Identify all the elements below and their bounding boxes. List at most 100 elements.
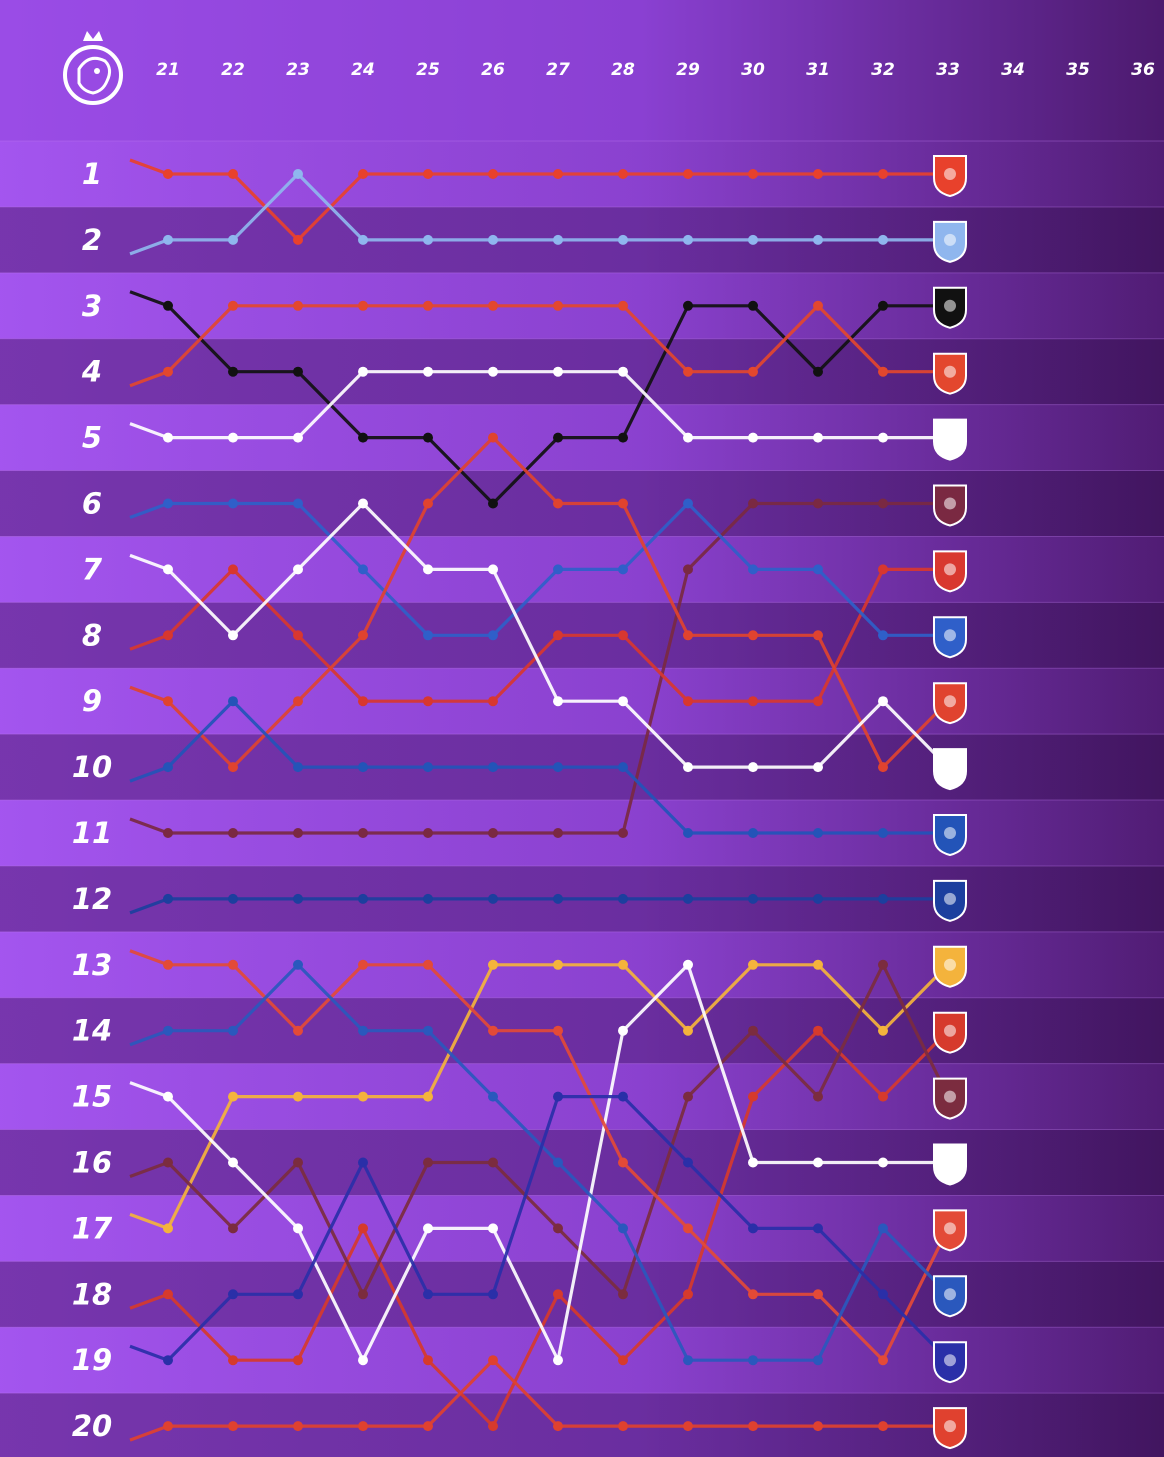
data-point-wolves xyxy=(293,1091,303,1102)
data-point-tottenham xyxy=(358,366,368,377)
data-point-bournemouth xyxy=(618,1355,628,1366)
row-band xyxy=(0,1261,1164,1328)
x-tick-label: 31 xyxy=(806,60,830,80)
fulham-crest-icon xyxy=(933,748,967,791)
liverpool-crest-icon xyxy=(933,550,967,593)
man-city-crest-icon xyxy=(933,220,967,263)
y-tick-label: 3 xyxy=(82,289,102,323)
series-line-everton xyxy=(129,1095,950,1362)
data-point-chelsea xyxy=(553,762,563,773)
data-point-liverpool xyxy=(553,630,563,641)
data-point-leeds xyxy=(228,1157,238,1168)
data-point-man-city xyxy=(358,234,368,245)
data-point-brentford xyxy=(293,696,303,707)
data-point-chelsea xyxy=(293,762,303,773)
aston-villa-crest-icon xyxy=(933,484,967,527)
data-point-bournemouth xyxy=(683,1289,693,1300)
data-point-bournemouth xyxy=(358,1223,368,1234)
y-tick-label: 16 xyxy=(72,1146,112,1180)
data-point-everton xyxy=(813,1223,823,1234)
data-point-tottenham xyxy=(423,366,433,377)
data-point-leicester xyxy=(683,1355,693,1366)
data-point-liverpool xyxy=(748,696,758,707)
data-point-man-city xyxy=(293,169,303,179)
data-point-liverpool xyxy=(683,696,693,707)
data-point-nottingham-forest xyxy=(813,1289,823,1300)
data-point-brighton xyxy=(488,630,498,641)
arsenal-crest-icon xyxy=(933,155,967,198)
data-point-southampton xyxy=(358,1421,368,1432)
data-point-southampton xyxy=(813,1421,823,1432)
x-tick-label: 34 xyxy=(1001,60,1025,80)
data-point-southampton xyxy=(618,1421,628,1432)
row-band xyxy=(0,1129,1164,1196)
data-point-leeds xyxy=(488,1223,498,1234)
data-point-man-city xyxy=(813,234,823,245)
data-point-fulham xyxy=(748,762,758,773)
y-tick-label: 5 xyxy=(82,421,102,455)
data-point-nottingham-forest xyxy=(293,1025,303,1036)
x-tick-label: 28 xyxy=(611,60,635,80)
data-point-wolves xyxy=(423,1091,433,1102)
data-point-brentford xyxy=(488,432,498,443)
newcastle-crest-icon xyxy=(933,286,967,329)
gridlines xyxy=(0,140,1164,1394)
data-point-newcastle xyxy=(488,498,498,509)
data-point-crystal-palace xyxy=(293,893,303,904)
data-point-newcastle xyxy=(293,366,303,377)
data-point-arsenal xyxy=(488,169,498,179)
data-point-wolves xyxy=(358,1091,368,1102)
data-point-bournemouth xyxy=(163,1289,173,1300)
data-point-tottenham xyxy=(553,366,563,377)
data-point-aston-villa xyxy=(683,564,693,575)
data-point-everton xyxy=(293,1289,303,1300)
data-point-nottingham-forest xyxy=(488,1025,498,1036)
data-point-wolves xyxy=(618,959,628,970)
data-point-newcastle xyxy=(618,432,628,443)
data-point-brighton xyxy=(423,630,433,641)
data-point-leeds xyxy=(163,1091,173,1102)
y-tick-label: 8 xyxy=(82,618,102,652)
data-point-bournemouth xyxy=(228,1355,238,1366)
data-point-newcastle xyxy=(748,300,758,311)
data-point-everton xyxy=(553,1091,563,1102)
data-point-southampton xyxy=(683,1421,693,1432)
data-point-leeds xyxy=(423,1223,433,1234)
data-point-tottenham xyxy=(748,432,758,443)
data-point-nottingham-forest xyxy=(618,1157,628,1168)
data-point-brighton xyxy=(683,498,693,509)
data-point-southampton xyxy=(423,1421,433,1432)
data-point-tottenham xyxy=(618,366,628,377)
data-point-west-ham xyxy=(358,1289,368,1300)
data-point-bournemouth xyxy=(293,1355,303,1366)
data-point-chelsea xyxy=(163,762,173,773)
data-point-brentford xyxy=(163,696,173,707)
data-point-arsenal xyxy=(813,169,823,179)
data-point-everton xyxy=(618,1091,628,1102)
data-point-leicester xyxy=(358,1025,368,1036)
data-point-crystal-palace xyxy=(553,893,563,904)
data-point-arsenal xyxy=(748,169,758,179)
data-point-nottingham-forest xyxy=(163,959,173,970)
premier-league-lion-icon xyxy=(63,31,123,105)
data-point-southampton xyxy=(878,1421,888,1432)
x-tick-label: 30 xyxy=(741,60,765,80)
data-point-wolves xyxy=(878,1025,888,1036)
x-tick-label: 24 xyxy=(351,60,375,80)
data-point-arsenal xyxy=(553,169,563,179)
data-point-newcastle xyxy=(813,366,823,377)
series-line-tottenham xyxy=(129,370,948,440)
data-point-west-ham xyxy=(228,1223,238,1234)
y-tick-label: 15 xyxy=(72,1080,112,1114)
data-point-crystal-palace xyxy=(813,893,823,904)
data-point-west-ham xyxy=(293,1157,303,1168)
data-point-everton xyxy=(228,1289,238,1300)
data-point-fulham xyxy=(618,696,628,707)
data-point-newcastle xyxy=(228,366,238,377)
data-point-arsenal xyxy=(423,169,433,179)
data-point-crystal-palace xyxy=(228,893,238,904)
data-point-leeds xyxy=(683,959,693,970)
series-line-man-united xyxy=(129,304,948,388)
series-line-leeds xyxy=(129,963,948,1362)
